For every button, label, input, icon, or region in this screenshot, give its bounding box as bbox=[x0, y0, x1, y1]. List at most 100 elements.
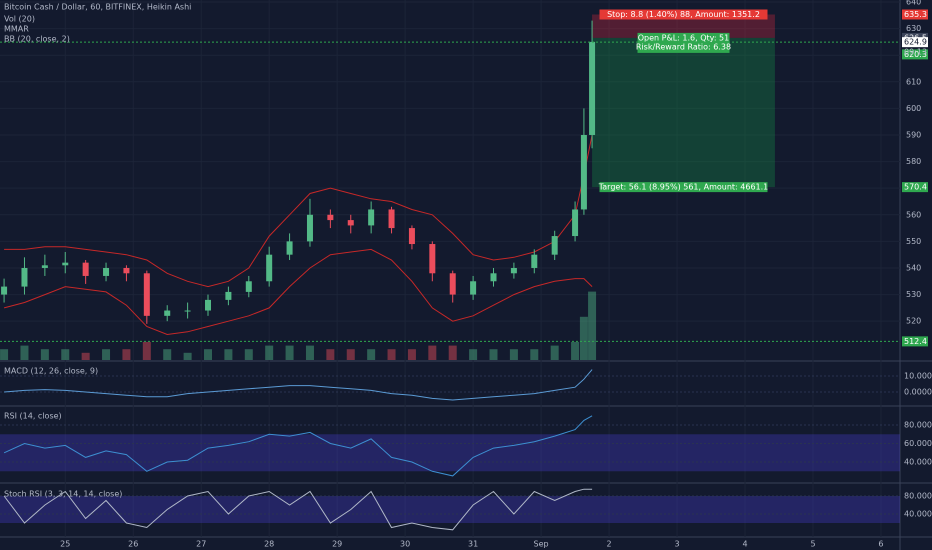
y-tick-label: 0.0000 bbox=[904, 388, 932, 397]
candle-body bbox=[225, 291, 232, 300]
x-tick-label: 6 bbox=[878, 540, 883, 549]
candle-body bbox=[123, 267, 130, 274]
label-box bbox=[599, 182, 768, 193]
chart-title: Bitcoin Cash / Dollar, 60, BITFINEX, Hei… bbox=[4, 3, 191, 12]
rsi-line bbox=[3, 415, 593, 477]
x-tick-label: 27 bbox=[196, 540, 206, 549]
volume-bar bbox=[204, 349, 213, 360]
candle-body bbox=[164, 310, 171, 316]
candle-body bbox=[551, 236, 558, 255]
y-tick-label: 40.0000 bbox=[904, 458, 932, 467]
price-tag-label: 635.3 bbox=[904, 10, 927, 19]
x-tick-label: 4 bbox=[742, 540, 747, 549]
candle-body bbox=[580, 134, 587, 210]
candle-body bbox=[589, 41, 596, 135]
bb-lower bbox=[3, 248, 593, 336]
x-tick-label: 28 bbox=[264, 540, 274, 549]
stoch-line bbox=[3, 488, 593, 531]
volume-bar bbox=[81, 352, 90, 360]
y-tick-label: 590 bbox=[906, 130, 921, 139]
y-tick-label: 530 bbox=[906, 290, 921, 299]
bb-upper bbox=[4, 134, 593, 288]
countdown: 09:13 bbox=[904, 48, 927, 57]
price-tag bbox=[902, 9, 928, 20]
volume-bar bbox=[387, 349, 396, 360]
candle-body bbox=[266, 254, 273, 282]
indicator-label: MMAR bbox=[4, 25, 29, 34]
pane-title: MACD (12, 26, close, 9) bbox=[4, 367, 98, 376]
candle-body bbox=[62, 262, 69, 266]
y-tick-label: 600 bbox=[906, 104, 921, 113]
price-tag-label: 620.3 bbox=[904, 50, 927, 59]
candle-body bbox=[449, 273, 456, 295]
volume-bar bbox=[285, 345, 294, 360]
price-tag bbox=[902, 37, 928, 48]
label-box bbox=[637, 32, 730, 53]
position-label: Open P&L: 1.6, Qty: 51 bbox=[638, 33, 729, 42]
volume-bar bbox=[448, 345, 457, 360]
position-label: Stop: 8.8 (1.40%) 88, Amount: 1351.2 bbox=[607, 10, 760, 19]
volume-bar bbox=[102, 349, 111, 360]
y-tick-label: 520 bbox=[906, 317, 921, 326]
candle-body bbox=[408, 228, 415, 245]
band bbox=[0, 434, 900, 472]
volume-bar bbox=[489, 349, 498, 360]
volume-bar bbox=[305, 345, 314, 360]
macd-line bbox=[4, 369, 593, 401]
price-tag-label: 512.4 bbox=[904, 337, 927, 346]
volume-bar bbox=[469, 349, 478, 360]
volume-bar bbox=[61, 349, 70, 360]
indicator-label: BB (20, close, 2) bbox=[4, 35, 70, 44]
x-tick-label: 29 bbox=[332, 540, 342, 549]
candle-body bbox=[41, 265, 48, 268]
volume-bar bbox=[571, 342, 580, 360]
candle-body bbox=[1, 286, 8, 295]
volume-bar bbox=[588, 291, 597, 360]
price-tag-label: 570.4 bbox=[904, 183, 927, 192]
candle-body bbox=[490, 273, 497, 282]
volume-bar bbox=[428, 345, 437, 360]
x-tick-label: 25 bbox=[60, 540, 70, 549]
y-tick-label: 10.0000 bbox=[904, 371, 932, 380]
volume-bar bbox=[407, 349, 416, 360]
target-zone bbox=[592, 37, 775, 188]
price-tag-label: 624.9 bbox=[904, 38, 927, 47]
band bbox=[0, 495, 900, 523]
candle-body bbox=[388, 209, 395, 229]
y-tick-label: 560 bbox=[906, 210, 921, 219]
y-tick-label: 40.0000 bbox=[904, 509, 932, 518]
y-tick-label: 550 bbox=[906, 237, 921, 246]
stop-zone bbox=[592, 14, 775, 38]
price-tag bbox=[902, 182, 928, 193]
x-tick-label: Sep bbox=[534, 540, 549, 549]
candle-body bbox=[429, 244, 436, 274]
candle-body bbox=[347, 220, 354, 226]
volume-bar bbox=[579, 316, 588, 360]
y-tick-label: 630 bbox=[906, 24, 921, 33]
candle-body bbox=[205, 299, 212, 311]
x-tick-label: 31 bbox=[468, 540, 478, 549]
y-tick-label: 80.0000 bbox=[904, 491, 932, 500]
indicator-label: Vol (20) bbox=[4, 15, 35, 24]
x-tick-label: 30 bbox=[400, 540, 410, 549]
candle-body bbox=[184, 310, 191, 312]
candle-body bbox=[245, 281, 252, 292]
x-tick-label: 5 bbox=[810, 540, 815, 549]
volume-bar bbox=[163, 349, 172, 360]
volume-bar bbox=[20, 345, 29, 360]
y-tick-label: 640 bbox=[906, 0, 921, 6]
pane-title: Stoch RSI (3, 3, 14, 14, close) bbox=[4, 490, 122, 499]
candle-body bbox=[21, 267, 28, 287]
x-tick-label: 26 bbox=[128, 540, 138, 549]
label-box bbox=[599, 9, 768, 20]
candle-body bbox=[286, 241, 293, 255]
volume-bar bbox=[142, 342, 151, 360]
y-tick-label: 80.0000 bbox=[904, 421, 932, 430]
candle-body bbox=[510, 267, 517, 274]
candle-body bbox=[103, 267, 110, 276]
volume-bar bbox=[509, 349, 518, 360]
y-tick-label: 610 bbox=[906, 77, 921, 86]
volume-bar bbox=[224, 349, 233, 360]
